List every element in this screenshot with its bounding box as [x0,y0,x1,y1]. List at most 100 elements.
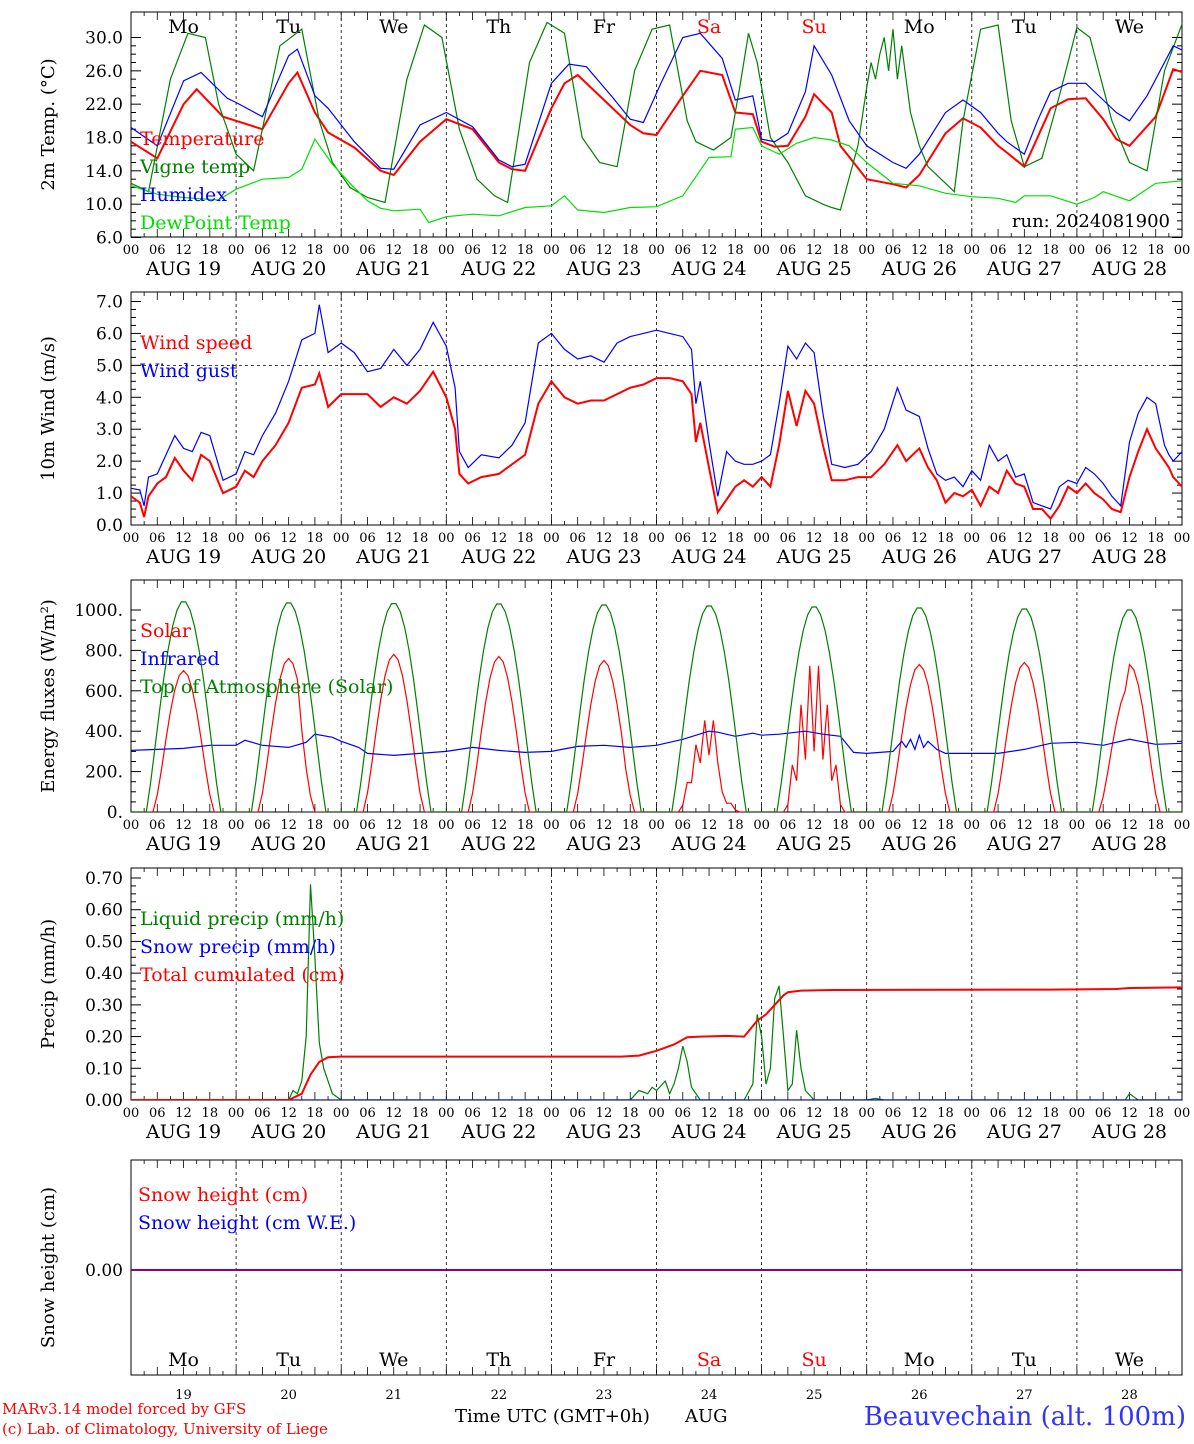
x-hour-label: 18 [1147,531,1164,546]
x-hour-label: 00 [438,1106,455,1121]
x-hour-label: 12 [175,531,192,546]
x-hour-label: 12 [596,1106,613,1121]
y-tick-label: 0.60 [85,901,123,921]
x-hour-label: 06 [149,243,166,258]
x-hour-label: 00 [964,243,981,258]
series-line-wind-gust [131,304,1182,510]
x-date-label: AUG 24 [670,1121,746,1143]
day-number: 28 [1121,1388,1138,1403]
x-hour-label: 00 [753,818,770,833]
legend-entry: Wind gust [140,360,238,382]
x-date-label: AUG 20 [250,833,326,855]
x-hour-label: 12 [1121,1106,1138,1121]
x-hour-label: 12 [1016,818,1033,833]
day-number: 22 [491,1388,508,1403]
x-date-label: AUG 21 [355,1121,431,1143]
x-hour-label: 18 [832,1106,849,1121]
day-name: Su [802,1349,827,1371]
x-hour-label: 18 [937,243,954,258]
x-hour-label: 06 [1095,531,1112,546]
x-hour-label: 00 [1174,531,1191,546]
x-hour-label: 18 [307,818,324,833]
series-line-temperature [131,67,1182,189]
y-tick-label: 10.0 [85,195,123,215]
x-hour-label: 12 [280,818,297,833]
y-tick-label: 600. [85,682,123,702]
x-date-label: AUG 22 [460,258,536,280]
x-hour-label: 18 [517,531,534,546]
x-hour-label: 00 [333,818,350,833]
x-hour-label: 00 [648,531,665,546]
footer-time-label: Time UTC (GMT+0h) [455,1406,650,1427]
x-hour-label: 06 [359,818,376,833]
x-hour-label: 18 [1147,243,1164,258]
x-hour-label: 00 [543,531,560,546]
x-hour-label: 12 [1016,243,1033,258]
x-date-label: AUG 21 [355,258,431,280]
series-group [131,21,1182,224]
x-date-label: AUG 28 [1091,258,1167,280]
x-hour-label: 18 [1042,1106,1059,1121]
day-name: We [379,1349,408,1371]
x-hour-label: 00 [1069,1106,1086,1121]
x-date-label: AUG 24 [670,258,746,280]
panel-energy: 1000. 800. 600. 400. 200. 0. Energy fluxes (W/… [38,579,1191,855]
day-number: 26 [911,1388,928,1403]
y-tick-label: 30.0 [85,29,123,49]
x-hour-label: 06 [1095,818,1112,833]
x-hour-label: 00 [123,243,140,258]
day-name: We [1115,16,1144,38]
y-tick-label: 22.0 [85,95,123,115]
x-hour-label: 00 [228,1106,245,1121]
station-name: Beauvechain (alt. 100m) [863,1402,1186,1432]
x-hour-label: 12 [1121,243,1138,258]
x-hour-label: 06 [780,531,797,546]
x-hour-label: 06 [675,1106,692,1121]
day-name: Tu [1012,1349,1037,1371]
x-hour-label: 18 [1042,531,1059,546]
series-line-infrared [131,730,1182,757]
x-hour-label: 06 [675,818,692,833]
x-hour-label: 12 [806,531,823,546]
day-name: We [1115,1349,1144,1371]
x-hour-label: 12 [385,531,402,546]
x-hour-label: 00 [964,1106,981,1121]
x-hour-label: 12 [1016,1106,1033,1121]
x-hour-label: 12 [280,243,297,258]
y-tick-label: 2.0 [96,452,123,472]
x-date-label: AUG 26 [881,258,957,280]
series-line-dewpoint-temp [131,126,1182,224]
x-hour-label: 00 [438,531,455,546]
day-name: Fr [593,16,616,38]
x-date-label: AUG 27 [986,1121,1062,1143]
legend-entry: Temperature [140,128,264,150]
y-tick-label: 0.40 [85,964,123,984]
legend-entry: Snow height (cm W.E.) [138,1212,356,1234]
x-hour-label: 00 [964,818,981,833]
panel-temp: 30.0 26.0 22.0 18.0 14.0 10.0 6.0 2m Temp. (°C)… [38,11,1191,280]
x-hour-label: 18 [202,1106,219,1121]
x-hour-label: 18 [307,531,324,546]
y-tick-label: 7.0 [96,293,123,313]
x-hour-label: 06 [675,243,692,258]
x-hour-label: 00 [228,531,245,546]
x-hour-label: 18 [937,818,954,833]
day-number: 23 [596,1388,613,1403]
x-hour-label: 00 [1174,243,1191,258]
x-hour-label: 18 [1147,818,1164,833]
x-hour-label: 18 [622,818,639,833]
x-hour-label: 00 [1174,818,1191,833]
x-hour-label: 06 [254,243,271,258]
x-hour-label: 18 [727,1106,744,1121]
x-hour-label: 06 [990,243,1007,258]
y-tick-label: 800. [85,641,123,661]
x-hour-label: 00 [1069,243,1086,258]
x-hour-label: 18 [202,531,219,546]
legend-entry: Infrared [140,648,220,670]
x-hour-label: 00 [123,1106,140,1121]
x-hour-label: 06 [1095,243,1112,258]
x-hour-label: 06 [885,531,902,546]
x-hour-label: 00 [648,818,665,833]
